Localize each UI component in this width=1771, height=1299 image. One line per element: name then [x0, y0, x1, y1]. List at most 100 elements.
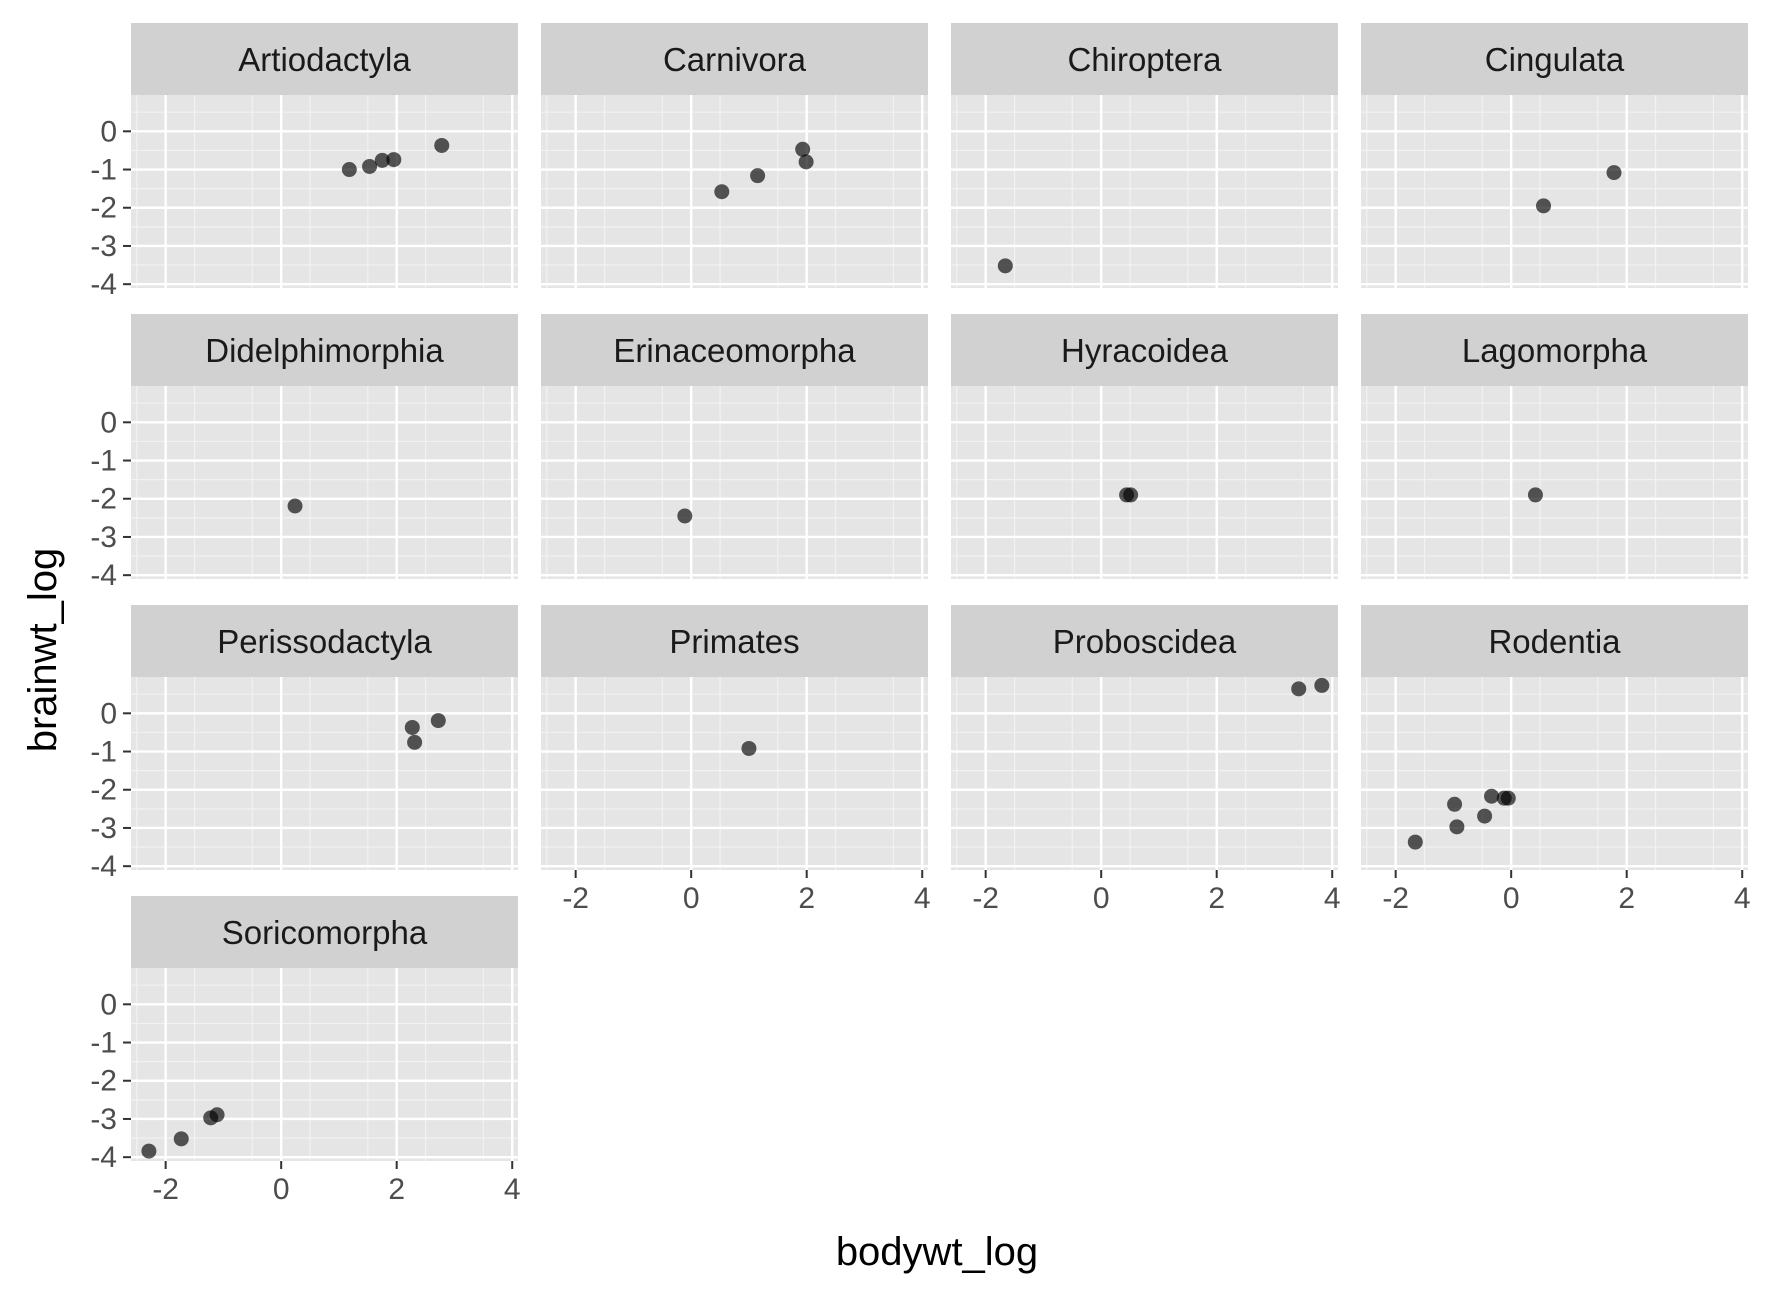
facet-panel: Cingulata — [1361, 23, 1748, 288]
facet-strip — [951, 605, 1338, 677]
facet-panel: Primates -2 0 2 4 — [541, 605, 931, 915]
facet-strip — [1361, 23, 1748, 95]
facet-strip-label: Cingulata — [1485, 41, 1625, 78]
facet-panel: Erinaceomorpha — [541, 314, 928, 579]
panel-background — [951, 386, 1338, 579]
facet-panel: Hyracoidea — [951, 314, 1338, 579]
facet-strip — [951, 23, 1338, 95]
facet-strip-label: Hyracoidea — [1061, 332, 1229, 369]
data-point — [1606, 165, 1622, 181]
facet-strip-label: Lagomorpha — [1462, 332, 1648, 369]
y-tick-label: -3 — [90, 521, 117, 554]
x-tick-label: 4 — [504, 1173, 521, 1206]
y-tick-label: -3 — [90, 230, 117, 263]
x-tick-label: -2 — [562, 882, 589, 915]
x-axis-title: bodywt_log — [836, 1230, 1038, 1274]
data-point — [1484, 788, 1500, 804]
y-tick-label: 0 — [100, 115, 117, 148]
facet-strip-label: Carnivora — [663, 41, 807, 78]
y-tick-label: -1 — [90, 445, 117, 478]
panel-background — [951, 677, 1338, 870]
y-axis-title: brainwt_log — [21, 548, 65, 753]
x-tick-label: 0 — [1093, 882, 1110, 915]
facet-strip — [131, 314, 518, 386]
x-tick-label: 2 — [388, 1173, 405, 1206]
facet-panels: Artiodactyla 0 -1 -2 -3 -4 Carnivora Chiroptera… — [90, 23, 1751, 1206]
y-tick-label: -3 — [90, 1103, 117, 1136]
data-point — [287, 498, 303, 514]
y-tick-label: 0 — [100, 697, 117, 730]
y-tick-label: -2 — [90, 1065, 117, 1098]
data-point — [795, 141, 811, 157]
facet-strip-label: Soricomorpha — [222, 914, 428, 951]
facet-strip-label: Proboscidea — [1053, 623, 1237, 660]
data-point — [798, 154, 814, 170]
data-point — [430, 713, 446, 729]
facet-panel: Carnivora — [541, 23, 928, 288]
panel-background — [131, 968, 518, 1161]
data-point — [341, 162, 357, 178]
facet-strip — [951, 314, 1338, 386]
panel-background — [1361, 386, 1748, 579]
data-point — [1407, 834, 1423, 850]
data-point — [1527, 487, 1543, 503]
facet-strip-label: Rodentia — [1488, 623, 1621, 660]
data-point — [1447, 796, 1463, 812]
panel-background — [131, 677, 518, 870]
panel-background — [951, 95, 1338, 288]
y-tick-label: -4 — [90, 1141, 117, 1174]
facet-strip — [131, 605, 518, 677]
data-point — [209, 1107, 225, 1123]
data-point — [434, 137, 450, 153]
facet-strip-label: Primates — [669, 623, 799, 660]
y-tick-label: -2 — [90, 192, 117, 225]
x-tick-label: 0 — [273, 1173, 290, 1206]
facet-strip-label: Erinaceomorpha — [613, 332, 856, 369]
data-point — [677, 508, 693, 524]
data-point — [714, 184, 730, 200]
panel-background — [1361, 677, 1748, 870]
facet-panel: Proboscidea -2 0 2 4 — [951, 605, 1341, 915]
y-tick-label: -1 — [90, 154, 117, 187]
x-tick-label: 2 — [1618, 882, 1635, 915]
data-point — [1291, 681, 1307, 697]
data-point — [362, 158, 378, 174]
x-tick-label: -2 — [1382, 882, 1409, 915]
facet-panel: Perissodactyla 0 -1 -2 -3 -4 — [90, 605, 518, 883]
facet-strip — [541, 314, 928, 386]
facet-panel: Artiodactyla 0 -1 -2 -3 -4 — [90, 23, 518, 301]
facet-strip — [1361, 314, 1748, 386]
panel-background — [541, 95, 928, 288]
data-point — [141, 1143, 157, 1159]
facet-strip — [131, 23, 518, 95]
facet-panel: Rodentia -2 0 2 4 — [1361, 605, 1751, 915]
y-tick-label: -4 — [90, 268, 117, 301]
x-tick-label: 2 — [798, 882, 815, 915]
panel-background — [131, 95, 518, 288]
x-tick-label: 0 — [683, 882, 700, 915]
x-tick-label: 2 — [1208, 882, 1225, 915]
x-tick-label: -2 — [152, 1173, 179, 1206]
facet-strip-label: Perissodactyla — [217, 623, 432, 660]
y-tick-label: -4 — [90, 559, 117, 592]
data-point — [741, 740, 757, 756]
x-tick-label: 4 — [1324, 882, 1341, 915]
data-point — [750, 168, 766, 184]
y-tick-label: 0 — [100, 406, 117, 439]
facet-panel: Chiroptera — [951, 23, 1338, 288]
facet-panel: Soricomorpha 0 -1 -2 -3 -4 -2 0 2 4 — [90, 896, 521, 1206]
y-tick-label: -4 — [90, 850, 117, 883]
data-point — [407, 734, 423, 750]
data-point — [1314, 677, 1330, 693]
data-point — [1500, 790, 1516, 806]
panel-background — [1361, 95, 1748, 288]
facet-strip — [541, 23, 928, 95]
y-tick-label: -2 — [90, 483, 117, 516]
x-tick-label: 4 — [1734, 882, 1751, 915]
facet-strip — [1361, 605, 1748, 677]
data-point — [1123, 487, 1139, 503]
y-tick-label: -1 — [90, 1027, 117, 1060]
facet-strip-label: Didelphimorphia — [205, 332, 444, 369]
y-tick-label: -2 — [90, 774, 117, 807]
